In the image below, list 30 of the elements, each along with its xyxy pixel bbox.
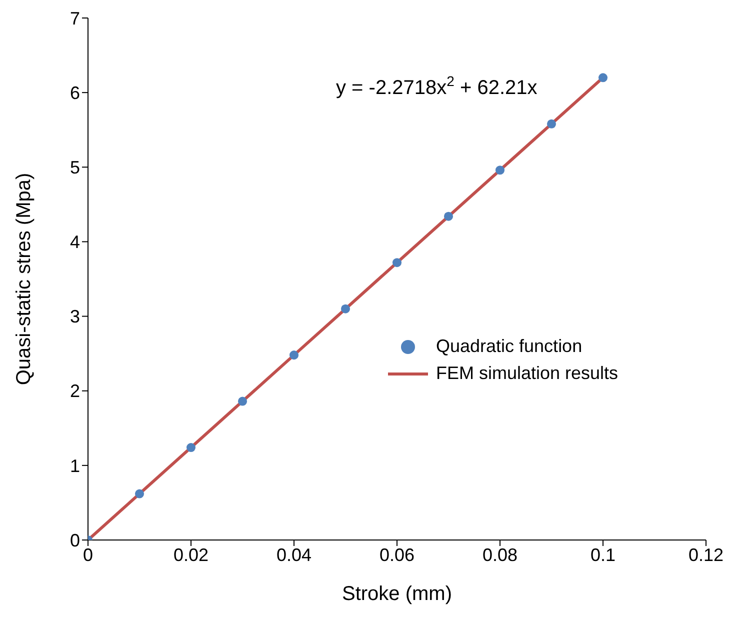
y-tick-label: 0 — [70, 530, 80, 550]
point — [495, 166, 505, 175]
y-tick-label: 5 — [70, 158, 80, 178]
point — [546, 119, 556, 128]
x-tick-label: 0.02 — [173, 544, 209, 565]
x-tick-label: 0.04 — [276, 544, 312, 565]
point — [598, 73, 608, 82]
y-tick-label: 3 — [70, 306, 80, 327]
y-tick-label: 7 — [70, 8, 80, 28]
point — [186, 443, 196, 452]
point — [444, 212, 454, 221]
y-tick-label: 6 — [70, 82, 80, 103]
legend-label: Quadratic function — [436, 336, 582, 357]
point — [134, 489, 144, 498]
x-tick-label: 0.1 — [590, 544, 616, 565]
x-tick-label: 0 — [82, 544, 94, 565]
y-tick-label: 1 — [70, 456, 80, 476]
annotation: y = -2.2718x$^{2}$ + 62.21x — [336, 73, 538, 99]
y-axis-title: Quasi-static stres (Mpa) — [13, 172, 36, 386]
x-tick-label: 0.12 — [688, 544, 724, 565]
point — [238, 396, 248, 406]
x-axis-title: Stroke (mm) — [342, 583, 452, 605]
x-tick-label: 0.06 — [379, 544, 415, 565]
point — [289, 350, 299, 360]
y-tick-label: 4 — [70, 232, 80, 252]
x-tick-label: 0.08 — [482, 544, 518, 565]
legend-label: FEM simulation results — [436, 363, 618, 384]
y-tick-label: 2 — [70, 381, 80, 402]
point — [392, 258, 402, 268]
point — [340, 304, 350, 314]
